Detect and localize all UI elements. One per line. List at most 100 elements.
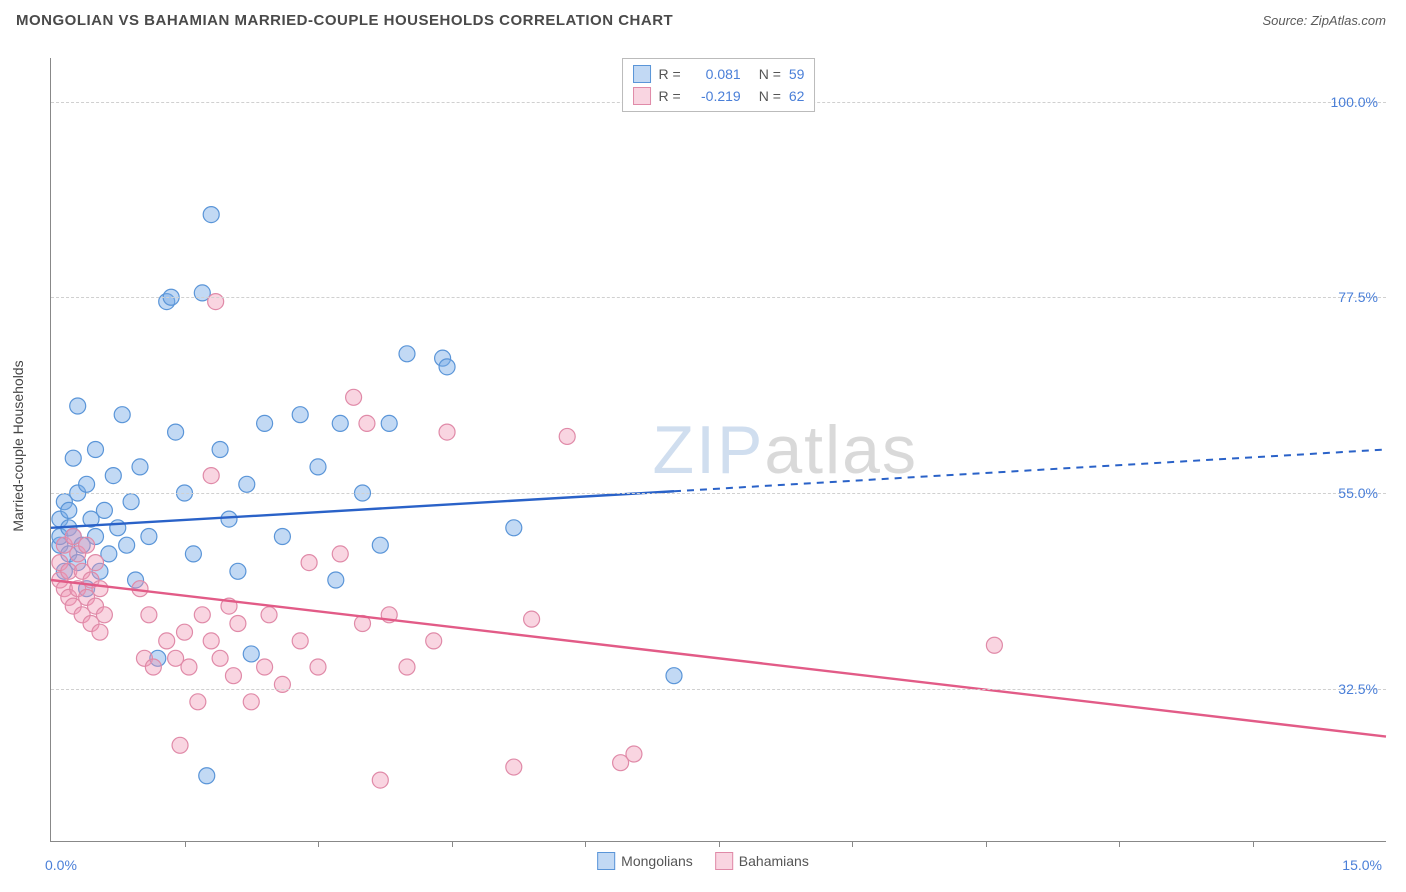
scatter-point — [105, 468, 121, 484]
scatter-point — [230, 616, 246, 632]
scatter-point — [399, 346, 415, 362]
scatter-point — [79, 537, 95, 553]
source-name: ZipAtlas.com — [1311, 13, 1386, 28]
x-tick — [852, 841, 853, 847]
series-legend-label: Bahamians — [739, 853, 809, 869]
scatter-point — [190, 694, 206, 710]
scatter-point — [359, 415, 375, 431]
scatter-point — [88, 555, 104, 571]
legend-n-value: 62 — [789, 88, 805, 104]
legend-r-value: -0.219 — [689, 88, 741, 104]
scatter-point — [274, 529, 290, 545]
legend-swatch — [633, 65, 651, 83]
y-tick-label: 77.5% — [1338, 289, 1378, 305]
scatter-point — [212, 650, 228, 666]
scatter-point — [221, 511, 237, 527]
gridline — [51, 297, 1386, 298]
scatter-point — [123, 494, 139, 510]
legend-r-value: 0.081 — [689, 66, 741, 82]
scatter-point — [332, 415, 348, 431]
series-legend-item: Bahamians — [715, 852, 809, 870]
scatter-point — [257, 415, 273, 431]
scatter-point — [92, 581, 108, 597]
scatter-point — [230, 563, 246, 579]
legend-swatch — [715, 852, 733, 870]
x-tick — [452, 841, 453, 847]
scatter-point — [168, 424, 184, 440]
scatter-point — [141, 607, 157, 623]
chart-title: MONGOLIAN VS BAHAMIAN MARRIED-COUPLE HOU… — [16, 12, 673, 29]
scatter-point — [292, 407, 308, 423]
scatter-point — [141, 529, 157, 545]
x-tick — [585, 841, 586, 847]
source-prefix: Source: — [1262, 13, 1310, 28]
legend-swatch — [633, 87, 651, 105]
x-tick — [719, 841, 720, 847]
correlation-legend: R =0.081N =59R =-0.219N =62 — [622, 58, 816, 112]
legend-r-label: R = — [659, 66, 681, 82]
x-tick — [986, 841, 987, 847]
scatter-point — [181, 659, 197, 675]
legend-row: R =0.081N =59 — [633, 63, 805, 85]
scatter-point — [372, 772, 388, 788]
scatter-point — [110, 520, 126, 536]
scatter-point — [332, 546, 348, 562]
scatter-point — [310, 459, 326, 475]
series-legend-item: Mongolians — [597, 852, 693, 870]
scatter-point — [88, 442, 104, 458]
y-axis-label: Married-couple Households — [10, 360, 26, 531]
x-tick — [1253, 841, 1254, 847]
scatter-point — [399, 659, 415, 675]
scatter-point — [506, 520, 522, 536]
series-legend: Mongolians Bahamians — [597, 852, 809, 870]
legend-n-value: 59 — [789, 66, 805, 82]
scatter-point — [92, 624, 108, 640]
scatter-point — [61, 502, 77, 518]
scatter-point — [212, 442, 228, 458]
scatter-point — [986, 637, 1002, 653]
y-tick-label: 32.5% — [1338, 681, 1378, 697]
scatter-point — [70, 398, 86, 414]
y-tick-label: 100.0% — [1331, 94, 1378, 110]
scatter-point — [243, 694, 259, 710]
scatter-point — [194, 607, 210, 623]
series-legend-label: Mongolians — [621, 853, 693, 869]
plot-svg — [51, 58, 1386, 841]
x-tick — [185, 841, 186, 847]
scatter-point — [119, 537, 135, 553]
scatter-point — [96, 607, 112, 623]
scatter-point — [225, 668, 241, 684]
scatter-point — [506, 759, 522, 775]
scatter-point — [381, 415, 397, 431]
scatter-point — [524, 611, 540, 627]
gridline — [51, 493, 1386, 494]
scatter-point — [243, 646, 259, 662]
scatter-point — [626, 746, 642, 762]
scatter-point — [132, 459, 148, 475]
scatter-point — [559, 428, 575, 444]
y-tick-label: 55.0% — [1338, 485, 1378, 501]
scatter-point — [172, 737, 188, 753]
x-tick — [1119, 841, 1120, 847]
scatter-point — [65, 450, 81, 466]
scatter-point — [666, 668, 682, 684]
scatter-point — [310, 659, 326, 675]
chart-source: Source: ZipAtlas.com — [1262, 13, 1386, 28]
x-axis-min-label: 0.0% — [45, 857, 77, 873]
legend-row: R =-0.219N =62 — [633, 85, 805, 107]
chart-header: MONGOLIAN VS BAHAMIAN MARRIED-COUPLE HOU… — [0, 0, 1406, 37]
legend-n-label: N = — [759, 88, 781, 104]
scatter-point — [301, 555, 317, 571]
x-tick — [318, 841, 319, 847]
scatter-point — [159, 633, 175, 649]
scatter-point — [292, 633, 308, 649]
scatter-point — [439, 359, 455, 375]
x-axis-max-label: 15.0% — [1342, 857, 1382, 873]
scatter-point — [203, 633, 219, 649]
scatter-point — [261, 607, 277, 623]
scatter-point — [257, 659, 273, 675]
gridline — [51, 689, 1386, 690]
scatter-point — [96, 502, 112, 518]
trend-line-dashed — [674, 450, 1386, 492]
scatter-point — [145, 659, 161, 675]
